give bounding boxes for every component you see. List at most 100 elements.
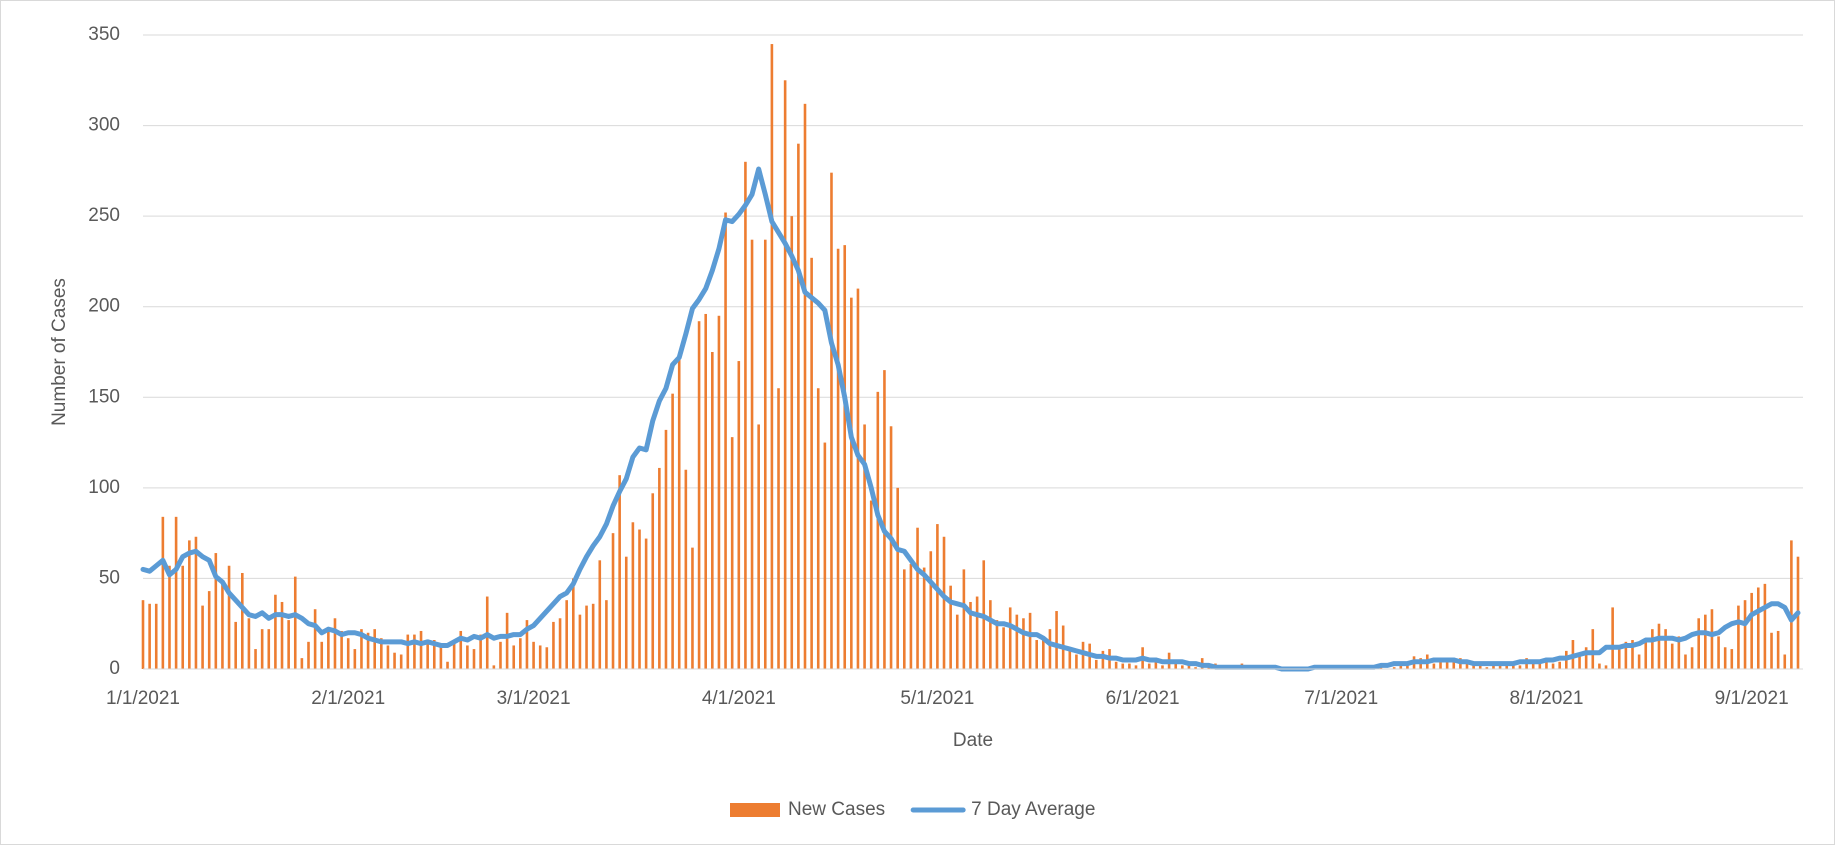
bar [1081,641,1085,669]
bar [770,44,774,670]
bar [519,638,522,669]
bar [565,600,568,669]
bar [1181,665,1184,669]
bar [472,649,476,669]
bar [1512,663,1515,669]
x-tick-label: 4/1/2021 [702,688,776,709]
bar [293,576,297,669]
bar [1128,663,1131,669]
bar [1055,611,1058,669]
bar [1134,665,1138,669]
bar [459,630,463,669]
legend-label: New Cases [788,799,885,820]
bar [366,632,370,669]
x-tick-label: 5/1/2021 [900,688,974,709]
bar [1035,640,1038,669]
bar [201,605,204,669]
bar [949,585,952,669]
bar [876,391,880,669]
x-tick-label: 8/1/2021 [1509,688,1583,709]
bar [1068,649,1072,669]
bar [333,618,337,669]
bar [1776,630,1780,669]
bar [777,388,780,669]
bar [300,658,304,669]
bar [254,649,257,669]
bar [499,641,502,669]
bar [1472,663,1475,669]
y-tick-label: 100 [88,477,120,498]
bar [1452,658,1456,669]
bar [843,245,847,669]
y-tick-label: 200 [88,296,120,317]
bar [1478,665,1482,669]
bar [1717,636,1720,669]
bar [936,524,939,669]
bar [783,80,787,670]
bar [141,600,145,669]
bar [452,643,456,669]
bar [1690,647,1694,669]
bar [889,426,893,669]
bar [856,288,860,669]
bar [955,614,959,669]
legend-swatch [730,803,780,817]
bar [214,553,218,669]
bar [684,469,688,669]
x-tick-label: 6/1/2021 [1106,688,1180,709]
bar [836,248,840,669]
bar [393,652,396,669]
bar [677,357,681,669]
bar [850,297,853,669]
bar [552,621,555,669]
bar [704,313,707,669]
bar [1730,649,1734,669]
x-tick-label: 2/1/2021 [311,688,385,709]
bar [730,437,734,669]
bar [479,634,482,669]
bar [419,630,423,669]
bar [975,596,979,669]
bar [863,424,866,669]
bar [1022,618,1025,669]
bar [869,500,873,669]
bar [744,161,747,670]
bar [1028,612,1032,669]
bar [168,565,171,669]
bar [1101,650,1105,669]
y-axis-title: Number of Cases [49,278,70,426]
bar [538,645,542,669]
bar [1770,632,1773,669]
bar [631,522,635,669]
bar [605,600,608,669]
bar [1591,629,1595,669]
y-tick-label: 350 [88,24,120,45]
bar [1485,667,1489,669]
bar [1624,641,1628,669]
bar [1498,665,1502,669]
bar [432,640,436,669]
bar [823,442,827,669]
bar [810,257,813,669]
bar [313,609,317,669]
bar [638,529,641,669]
bar [1664,629,1667,669]
bar [969,601,972,669]
bar [1551,663,1555,669]
bar [287,620,290,669]
bar [267,629,271,669]
bar [750,239,754,670]
bar [1763,583,1767,669]
bar [711,352,714,669]
bar [922,567,926,669]
bar [624,556,628,669]
bar [1075,654,1078,669]
bar [1531,661,1535,669]
bar [658,467,661,669]
bar [903,569,906,669]
bar [763,239,767,670]
bar [737,361,741,669]
bar [1750,592,1753,669]
bar [896,487,899,669]
